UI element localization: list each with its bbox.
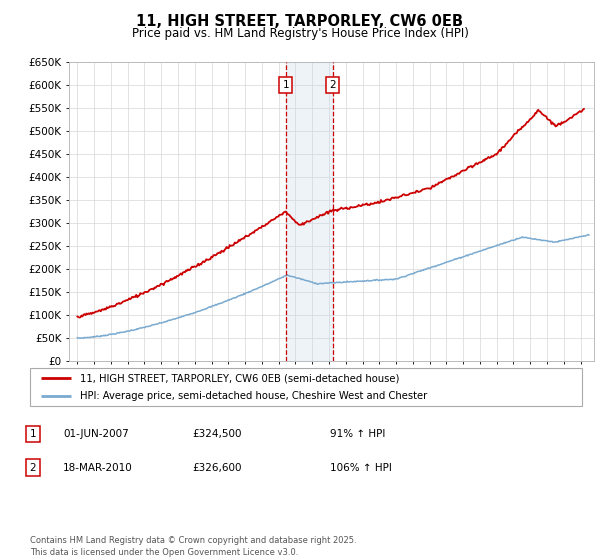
Text: Contains HM Land Registry data © Crown copyright and database right 2025.
This d: Contains HM Land Registry data © Crown c… xyxy=(30,536,356,557)
Text: 91% ↑ HPI: 91% ↑ HPI xyxy=(330,429,385,439)
Text: £326,600: £326,600 xyxy=(192,463,241,473)
Text: Price paid vs. HM Land Registry's House Price Index (HPI): Price paid vs. HM Land Registry's House … xyxy=(131,27,469,40)
Text: £324,500: £324,500 xyxy=(192,429,241,439)
Text: 11, HIGH STREET, TARPORLEY, CW6 0EB: 11, HIGH STREET, TARPORLEY, CW6 0EB xyxy=(137,14,464,29)
Text: 11, HIGH STREET, TARPORLEY, CW6 0EB (semi-detached house): 11, HIGH STREET, TARPORLEY, CW6 0EB (sem… xyxy=(80,373,399,383)
Bar xyxy=(286,62,332,361)
Text: 2: 2 xyxy=(29,463,37,473)
Text: 1: 1 xyxy=(29,429,37,439)
Text: HPI: Average price, semi-detached house, Cheshire West and Chester: HPI: Average price, semi-detached house,… xyxy=(80,391,427,401)
Text: 1: 1 xyxy=(283,80,289,90)
Text: 106% ↑ HPI: 106% ↑ HPI xyxy=(330,463,392,473)
Text: 01-JUN-2007: 01-JUN-2007 xyxy=(63,429,129,439)
Text: 18-MAR-2010: 18-MAR-2010 xyxy=(63,463,133,473)
Text: 2: 2 xyxy=(329,80,336,90)
